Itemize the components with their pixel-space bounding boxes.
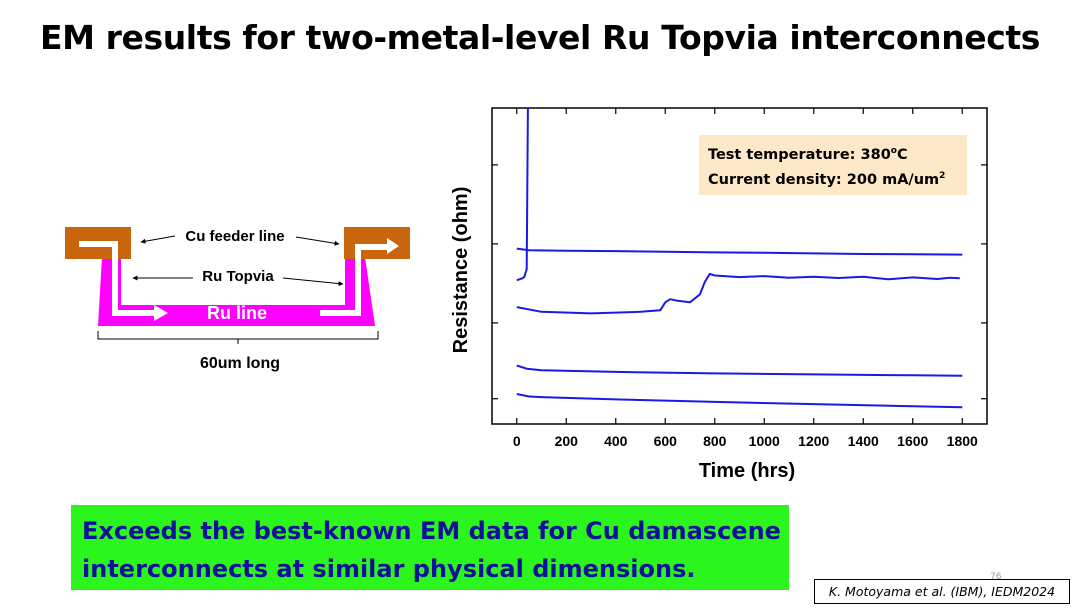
cu-feeder-arrow-left bbox=[140, 235, 176, 244]
test-structure-diagram: Ru line Cu feeder line Ru Topvia 60um lo… bbox=[65, 227, 410, 372]
length-brace bbox=[97, 331, 379, 340]
series-line-1 bbox=[516, 107, 529, 282]
callout-line-2: interconnects at similar physical dimens… bbox=[82, 555, 696, 583]
em-resistance-chart: 0 200 400 600 800 1000 1200 1400 1600 1800 Time (… bbox=[450, 107, 988, 482]
y-axis-label: Resistance (ohm) bbox=[450, 187, 472, 354]
callout-line-1: Exceeds the best-known EM data for Cu da… bbox=[82, 517, 781, 545]
series-line-5 bbox=[516, 393, 963, 409]
x-tick-label: 1800 bbox=[947, 433, 978, 449]
x-tick-label: 1600 bbox=[897, 433, 928, 449]
ru-line-label: Ru line bbox=[207, 303, 267, 323]
length-label: 60um long bbox=[200, 355, 280, 372]
x-tick-label: 800 bbox=[703, 433, 727, 449]
citation: K. Motoyama et al. (IBM), IEDM2024 bbox=[814, 579, 1070, 604]
cu-feeder-label: Cu feeder line bbox=[185, 228, 284, 245]
ru-topvia-label: Ru Topvia bbox=[202, 268, 274, 285]
series-line-4 bbox=[516, 364, 963, 377]
x-tick-label: 600 bbox=[654, 433, 678, 449]
cu-feeder-right bbox=[344, 227, 410, 259]
x-tick-label: 400 bbox=[604, 433, 628, 449]
x-axis-label: Time (hrs) bbox=[699, 460, 795, 482]
annotation-current-density: Current density: 200 mA/um2 bbox=[708, 171, 945, 188]
x-tick-label: 200 bbox=[555, 433, 579, 449]
plot-frame bbox=[491, 107, 988, 425]
chart-annotation: Test temperature: 380oC Current density:… bbox=[699, 135, 967, 195]
x-tick-label: 1200 bbox=[798, 433, 829, 449]
ru-body bbox=[98, 257, 375, 326]
slide-number: 76 bbox=[990, 572, 1002, 582]
cu-feeder-arrow-right bbox=[295, 236, 340, 246]
ru-topvia-arrow-right bbox=[282, 277, 344, 287]
current-flow-arrow bbox=[79, 238, 399, 321]
slide-title: EM results for two-metal-level Ru Topvia… bbox=[39, 18, 1041, 57]
conclusion-callout: Exceeds the best-known EM data for Cu da… bbox=[71, 505, 789, 590]
x-tick-label: 1000 bbox=[749, 433, 780, 449]
series-line-2 bbox=[516, 247, 963, 256]
x-tick-label: 0 bbox=[513, 433, 521, 449]
series-line-3 bbox=[516, 272, 960, 315]
annotation-temperature: Test temperature: 380oC bbox=[708, 146, 908, 163]
x-tick-label: 1400 bbox=[848, 433, 879, 449]
ru-line-shape bbox=[98, 257, 375, 326]
